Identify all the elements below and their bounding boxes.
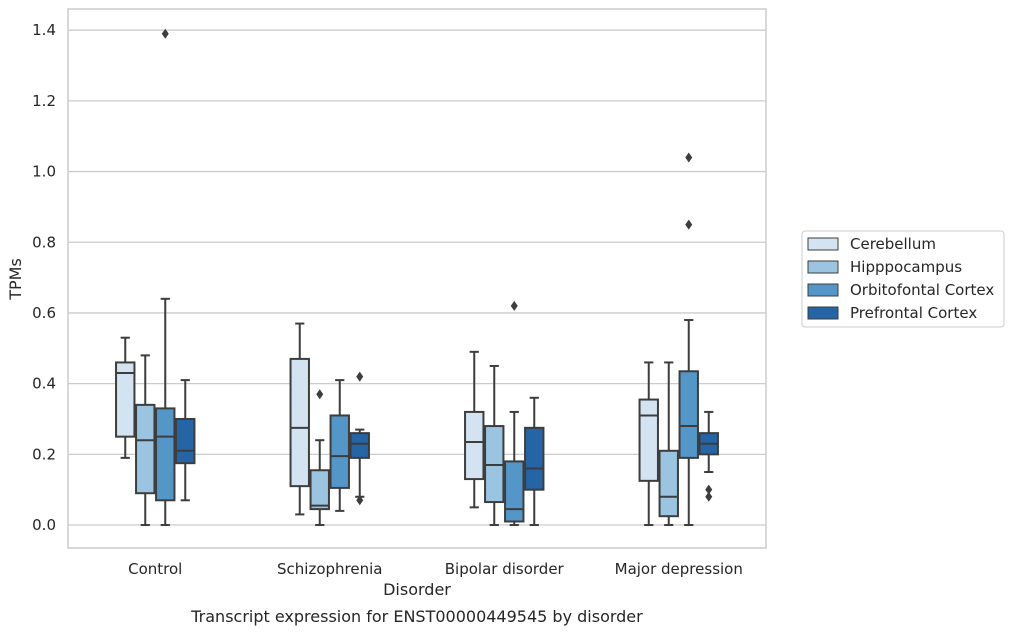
outlier-point: [316, 389, 324, 400]
outlier-point: [356, 495, 364, 506]
box-body: [524, 426, 545, 491]
x-tick-label: Control: [128, 560, 182, 578]
y-tick-label: 1.4: [32, 21, 56, 39]
legend-label: Orbitofontal Cortex: [850, 281, 994, 299]
box-plot-marks: [115, 28, 719, 527]
box-hipppocampus: [484, 364, 505, 527]
y-tick-label: 1.2: [32, 92, 56, 110]
box-body: [678, 370, 699, 459]
box-orbitofontal-cortex: [329, 379, 350, 512]
x-tick-label: Bipolar disorder: [445, 560, 565, 578]
box-body: [464, 410, 485, 481]
box-body: [658, 449, 679, 518]
outlier-point: [685, 219, 693, 230]
box-hipppocampus: [309, 389, 330, 527]
box-body: [504, 460, 525, 523]
outlier-point: [356, 371, 364, 382]
outlier-point: [510, 300, 518, 311]
box-body: [115, 361, 136, 438]
box-prefrontal-cortex: [698, 410, 719, 502]
box-cerebellum: [638, 361, 659, 527]
box-cerebellum: [115, 336, 136, 459]
x-tick-label: Major depression: [615, 560, 743, 578]
y-tick-labels: 0.0 0.2 0.4 0.6 0.8 1.0 1.2 1.4: [32, 21, 56, 534]
box-body: [175, 417, 196, 465]
legend-frame: [801, 230, 1005, 328]
outlier-point: [685, 152, 693, 163]
box-orbitofontal-cortex: [504, 300, 525, 527]
legend: Cerebellum Hipppocampus Orbitofontal Corte…: [801, 230, 1005, 328]
box-orbitofontal-cortex: [678, 152, 699, 527]
box-prefrontal-cortex: [524, 396, 545, 527]
box-body: [349, 432, 370, 459]
box-body: [155, 407, 176, 502]
box-hipppocampus: [658, 361, 679, 527]
box-body: [638, 398, 659, 482]
y-axis-title: TPMs: [6, 258, 25, 301]
y-tick-label: 1.0: [32, 163, 56, 181]
box-orbitofontal-cortex: [155, 28, 176, 527]
y-tick-label: 0.2: [32, 445, 56, 463]
y-tick-label: 0.0: [32, 516, 56, 534]
legend-label: Prefrontal Cortex: [850, 304, 977, 322]
x-axis-title: Disorder: [383, 580, 451, 599]
outlier-point: [705, 484, 713, 495]
legend-label: Cerebellum: [850, 235, 936, 253]
box-body: [309, 469, 330, 511]
box-body: [289, 357, 310, 488]
x-tick-labels: Control Schizophrenia Bipolar disorder Majo…: [128, 560, 743, 578]
box-body: [329, 414, 350, 489]
box-prefrontal-cortex: [175, 379, 196, 502]
legend-swatch: [807, 306, 839, 320]
y-tick-label: 0.8: [32, 233, 56, 251]
figure-caption: Transcript expression for ENST0000044954…: [190, 607, 643, 626]
box-body: [135, 403, 156, 495]
outlier-point: [705, 491, 713, 502]
box-hipppocampus: [135, 354, 156, 527]
outlier-point: [161, 28, 169, 39]
y-tick-label: 0.4: [32, 375, 56, 393]
y-tick-label: 0.6: [32, 304, 56, 322]
box-cerebellum: [289, 322, 310, 516]
legend-swatch: [807, 283, 839, 297]
legend-label: Hipppocampus: [850, 258, 962, 276]
legend-swatch: [807, 260, 839, 274]
x-tick-label: Schizophrenia: [277, 560, 382, 578]
box-prefrontal-cortex: [349, 371, 370, 506]
plot-area-frame: [67, 8, 767, 549]
legend-swatch: [807, 237, 839, 251]
box-cerebellum: [464, 350, 485, 509]
